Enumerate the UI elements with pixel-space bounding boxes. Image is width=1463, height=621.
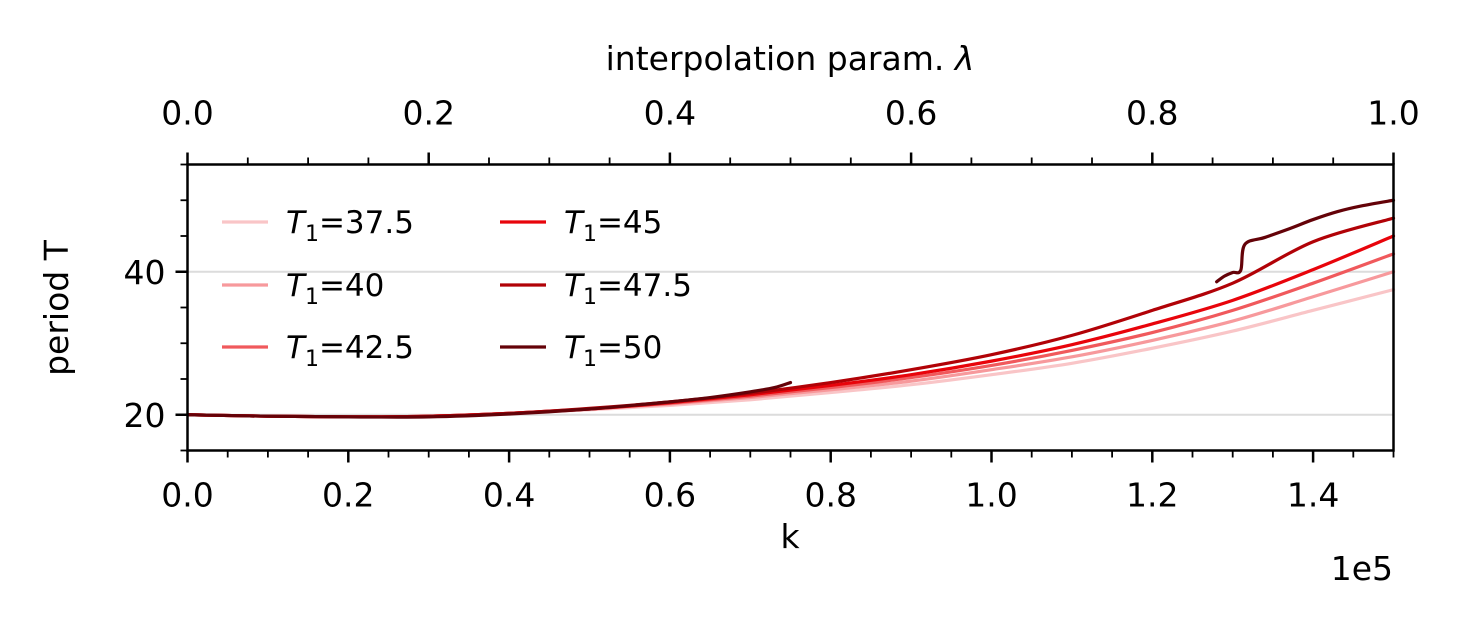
legend-label: T1=50	[564, 330, 662, 372]
x-tick-label-6: 1.2	[1126, 476, 1178, 515]
x-tick-label-5: 1.0	[965, 476, 1017, 515]
top-axis-title-symbol: λ	[953, 39, 975, 78]
series-line-5-seg-1	[1215, 198, 1396, 284]
gridlines	[187, 270, 1394, 416]
y-tick-label-0: 20	[124, 396, 166, 435]
legend-label: T1=47.5	[564, 268, 692, 310]
top-axis-title-text: interpolation param.	[606, 39, 955, 78]
legend-item-4: T1=47.5	[500, 268, 692, 310]
x-axis-title: k	[780, 517, 800, 556]
x-tick-label-7: 1.4	[1287, 476, 1339, 515]
series-line-5-seg-0	[185, 380, 793, 419]
legend: T1=37.5 T1=40 T1=42.5 T1=45 T1=47.5 T1=50	[222, 205, 692, 372]
y-tick-label-1: 40	[124, 253, 166, 292]
x2-tick-label-0: 0.0	[161, 94, 213, 133]
x-tick-label-0: 0.0	[161, 476, 213, 515]
legend-item-1: T1=40	[222, 268, 384, 310]
x-tick-label-1: 0.2	[322, 476, 374, 515]
x-tick-label-3: 0.6	[644, 476, 696, 515]
legend-label: T1=37.5	[286, 205, 414, 247]
plot-lines	[185, 198, 1396, 419]
x2-tick-label-1: 0.2	[402, 94, 454, 133]
legend-label: T1=45	[564, 205, 662, 247]
x-tick-label-2: 0.4	[483, 476, 535, 515]
legend-item-5: T1=50	[500, 330, 662, 372]
x-tick-label-4: 0.8	[804, 476, 856, 515]
legend-label: T1=40	[286, 268, 384, 310]
top-axis-title: interpolation param. λ	[606, 39, 975, 78]
legend-item-0: T1=37.5	[222, 205, 414, 247]
legend-label: T1=42.5	[286, 330, 414, 372]
top-axis-ticks: 0.0 0.2 0.4 0.6 0.8 1.0	[161, 94, 1420, 165]
x-axis-multiplier: 1e5	[1331, 549, 1393, 588]
bottom-axis-ticks: 0.0 0.2 0.4 0.6 0.8 1.0 1.2 1.4	[161, 450, 1395, 515]
legend-item-2: T1=42.5	[222, 330, 414, 372]
x2-tick-label-3: 0.6	[885, 94, 937, 133]
x2-tick-label-5: 1.0	[1367, 94, 1419, 133]
x2-tick-label-2: 0.4	[644, 94, 696, 133]
x2-tick-label-4: 0.8	[1126, 94, 1178, 133]
y-axis-title: period T	[37, 239, 76, 376]
legend-item-3: T1=45	[500, 205, 662, 247]
